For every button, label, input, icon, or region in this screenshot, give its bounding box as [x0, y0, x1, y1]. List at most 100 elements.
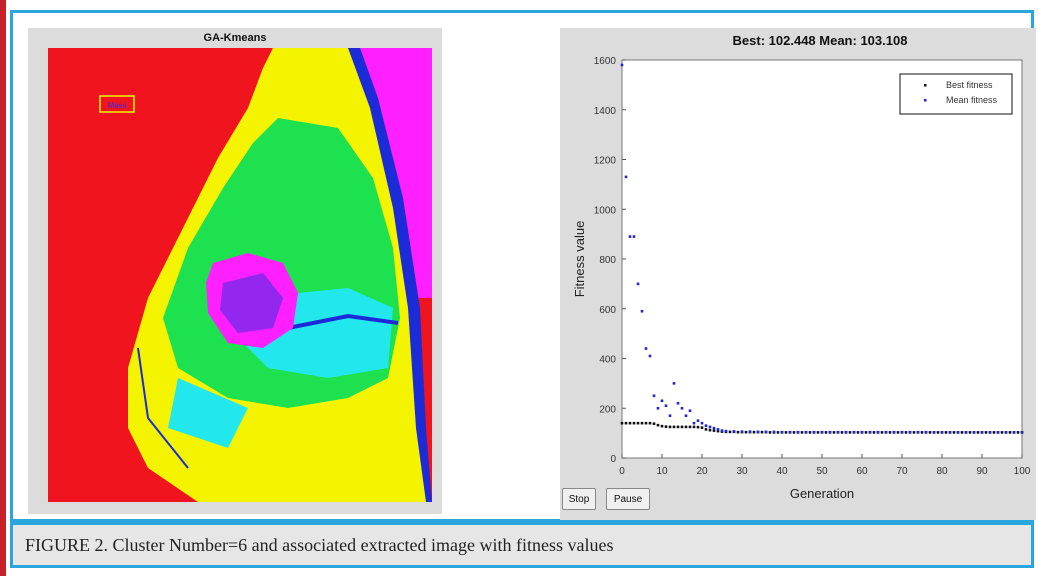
x-tick-label: 50	[816, 466, 828, 477]
mean-fitness-point	[892, 430, 896, 434]
best-fitness-point	[848, 431, 852, 434]
mean-fitness-point	[724, 429, 728, 433]
clustered-image: Mass	[48, 48, 432, 502]
mean-fitness-point	[828, 430, 832, 434]
mean-fitness-point	[1020, 431, 1024, 434]
y-tick-label: 1600	[594, 56, 617, 67]
mean-fitness-point	[688, 409, 692, 413]
mean-fitness-point	[884, 430, 888, 434]
y-tick-label: 200	[599, 404, 616, 415]
mean-fitness-point	[720, 429, 724, 432]
mean-fitness-point	[636, 282, 640, 286]
best-fitness-point	[784, 431, 788, 434]
mean-fitness-point	[756, 430, 760, 434]
x-tick-label: 20	[696, 466, 708, 477]
legend: Best fitness Mean fitness	[899, 73, 1013, 115]
mean-fitness-point	[988, 431, 992, 434]
best-fitness-point	[768, 431, 772, 434]
best-fitness-point	[628, 421, 632, 425]
mean-fitness-point	[660, 399, 664, 403]
x-tick-label: 90	[976, 466, 988, 477]
x-tick-label: 30	[736, 466, 748, 477]
x-tick-label: 60	[856, 466, 868, 477]
mean-fitness-point	[772, 430, 776, 434]
best-fitness-point	[992, 431, 996, 434]
mean-fitness-point	[1012, 431, 1016, 434]
best-fitness-point	[660, 424, 664, 428]
legend-best-label: Best fitness	[946, 80, 993, 90]
figure-caption-box: FIGURE 2. Cluster Number=6 and associate…	[10, 522, 1034, 568]
best-fitness-point	[984, 431, 988, 434]
mean-fitness-point	[996, 431, 1000, 434]
best-fitness-point	[744, 430, 748, 434]
mean-fitness-point	[640, 309, 644, 313]
cyan-patch-lower	[168, 378, 248, 448]
best-fitness-point	[648, 421, 652, 425]
legend-box	[899, 73, 1013, 115]
best-fitness-point	[752, 430, 756, 434]
x-tick-label: 80	[936, 466, 948, 477]
best-fitness-point	[856, 431, 860, 434]
mean-fitness-point	[796, 430, 800, 434]
mean-fitness-point	[680, 406, 684, 410]
mean-fitness-point	[836, 430, 840, 434]
plot-title: Best: 102.448 Mean: 103.108	[732, 33, 908, 48]
mean-fitness-point	[900, 430, 904, 434]
stop-button[interactable]: Stop	[562, 488, 596, 510]
best-fitness-point	[640, 421, 644, 425]
legend-mean-marker	[924, 99, 927, 102]
best-fitness-point	[680, 425, 684, 429]
mean-fitness-point	[868, 430, 872, 434]
x-tick-label: 40	[776, 466, 788, 477]
best-fitness-point	[872, 431, 876, 434]
mean-fitness-point	[748, 430, 752, 433]
best-fitness-point	[688, 425, 692, 429]
x-tick-label: 10	[656, 466, 668, 477]
x-tick-label: 100	[1014, 466, 1031, 477]
mean-fitness-point	[624, 175, 628, 179]
best-fitness-point	[976, 431, 980, 434]
mean-fitness-point	[684, 414, 688, 418]
mean-fitness-point	[652, 394, 656, 398]
mean-fitness-point	[964, 431, 968, 434]
x-tick-label: 70	[896, 466, 908, 477]
best-fitness-point	[928, 431, 932, 434]
best-fitness-point	[776, 431, 780, 434]
mean-fitness-point	[812, 430, 816, 434]
mean-fitness-point	[716, 428, 720, 431]
best-fitness-point	[664, 425, 668, 428]
y-tick-label: 600	[599, 305, 616, 316]
best-fitness-point	[728, 430, 732, 434]
fitness-plot: 0 200 400 600 800 1000 1200 1400 1600 0 10 20 30 40 5…	[572, 56, 1031, 501]
mean-fitness-point	[648, 354, 652, 358]
mean-fitness-point	[692, 421, 696, 425]
mean-fitness-point	[924, 430, 928, 434]
mean-fitness-point	[672, 382, 676, 385]
mass-label-text: Mass	[107, 101, 126, 110]
best-fitness-point	[1008, 431, 1012, 434]
best-fitness-point	[1000, 431, 1004, 434]
best-fitness-point	[672, 425, 676, 429]
mean-fitness-point	[844, 430, 848, 434]
best-fitness-point	[800, 431, 804, 434]
mean-fitness-point	[956, 431, 960, 434]
best-fitness-point	[708, 428, 712, 432]
mean-fitness-point	[860, 430, 864, 434]
mean-fitness-point	[764, 430, 768, 434]
pause-button[interactable]: Pause	[606, 488, 650, 510]
mean-fitness-point	[916, 430, 920, 434]
mean-fitness-point	[620, 63, 624, 67]
best-fitness-point	[668, 425, 672, 429]
best-fitness-point	[676, 425, 680, 429]
best-fitness-point	[864, 431, 868, 434]
mean-fitness-point	[820, 430, 824, 434]
best-fitness-point	[952, 431, 956, 434]
mean-fitness-point	[804, 430, 808, 434]
mean-fitness-point	[664, 404, 668, 408]
mean-fitness-point	[940, 431, 944, 434]
mean-fitness-point	[696, 419, 700, 422]
best-fitness-point	[880, 431, 884, 434]
best-fitness-point	[700, 426, 704, 429]
best-fitness-point	[920, 431, 924, 434]
y-tick-label: 800	[599, 255, 616, 266]
